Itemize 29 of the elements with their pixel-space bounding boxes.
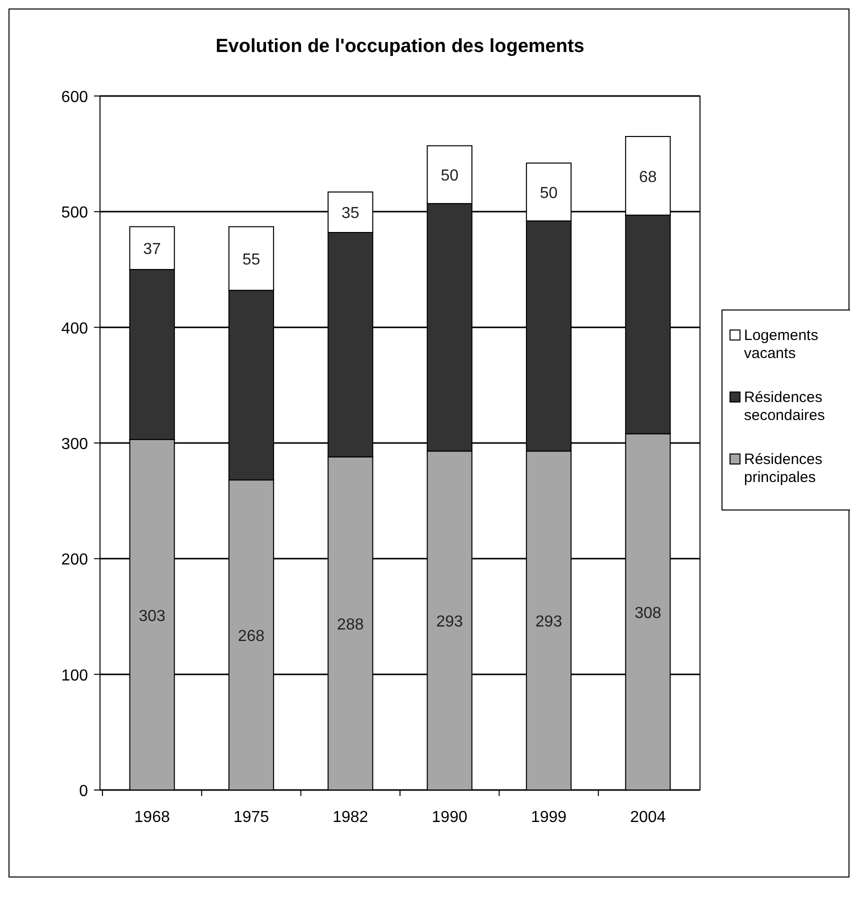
data-label: 293	[535, 614, 562, 631]
y-tick-label: 600	[61, 89, 88, 106]
x-tick-label: 1999	[530, 809, 567, 826]
data-label: 268	[238, 628, 265, 646]
chart-title: Evolution de l'occupation des logements	[216, 36, 584, 57]
y-tick-label: 0	[79, 783, 88, 800]
x-tick-label: 1968	[134, 809, 170, 826]
data-label: 35	[342, 205, 360, 222]
data-label: 308	[634, 604, 662, 622]
data-label: 68	[639, 168, 657, 186]
legend-label: Résidences principales	[744, 451, 822, 486]
x-tick-label: 1990	[432, 809, 468, 826]
data-label: 37	[143, 241, 162, 258]
y-tick-label: 300	[61, 436, 88, 453]
data-label: 288	[337, 616, 364, 634]
x-tick-label: 1982	[332, 809, 368, 826]
data-label: 303	[138, 608, 166, 625]
y-tick-label: 500	[61, 204, 88, 222]
y-tick-label: 400	[61, 320, 88, 338]
y-tick-label: 100	[61, 667, 88, 684]
data-label: 55	[242, 252, 260, 269]
x-tick-label: 1975	[233, 809, 270, 826]
data-label: 50	[540, 185, 558, 202]
data-label: 50	[440, 168, 459, 185]
x-tick-label: 2004	[630, 809, 666, 826]
y-tick-label: 200	[61, 552, 88, 569]
legend-label: Résidences secondaires	[744, 389, 825, 424]
data-label: 293	[436, 614, 464, 631]
legend-label: Logements vacants	[744, 327, 818, 362]
